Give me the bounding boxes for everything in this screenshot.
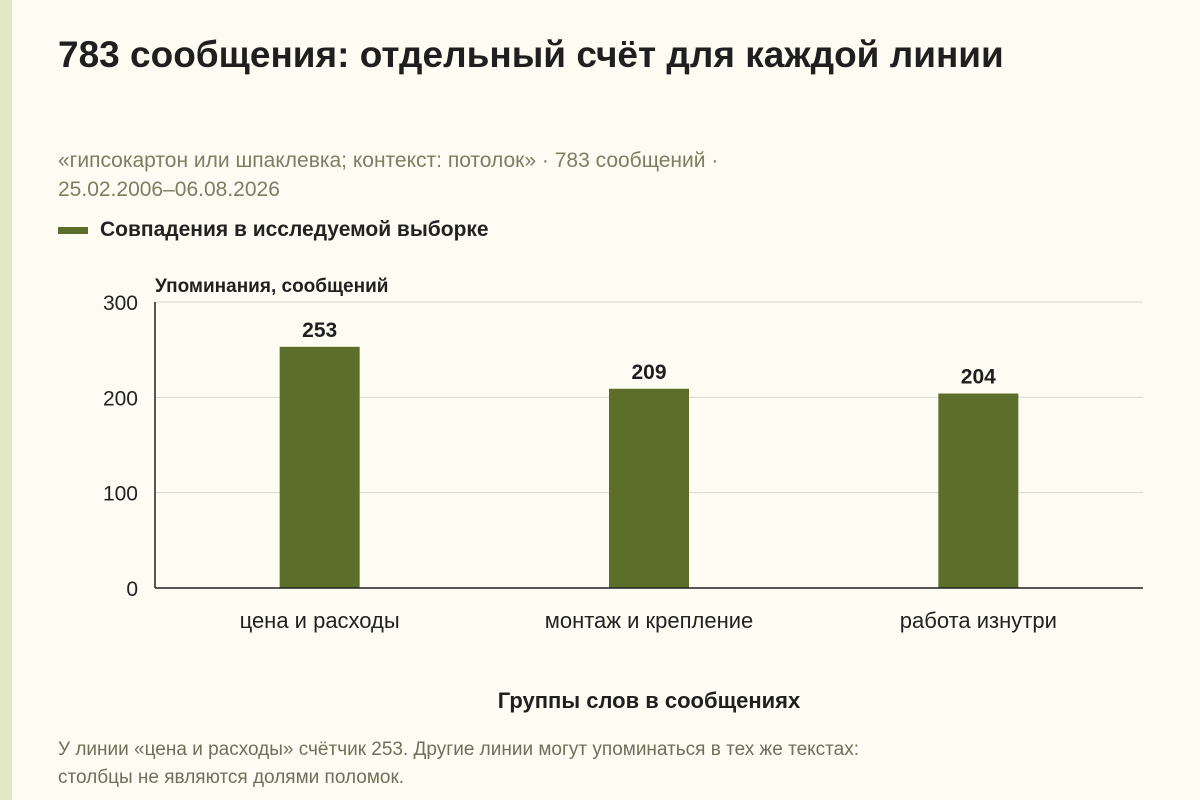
y-tick-label: 0 — [126, 578, 138, 601]
y-axis-title: Упоминания, сообщений — [155, 276, 388, 297]
footnote-line-2: столбцы не являются долями поломок. — [58, 767, 405, 788]
chart-title: 783 сообщения: отдельный счёт для каждой… — [58, 34, 1004, 75]
x-tick-label: монтаж и крепление — [545, 608, 754, 633]
bar — [938, 393, 1019, 588]
label-layer: 0 100 200 300 253 цена и расходы 209 монтаж и к… — [103, 292, 1057, 633]
footnote: У линии «цена и расходы» счётчик 253. Др… — [58, 736, 1058, 792]
accent-strip — [0, 0, 12, 800]
subtitle-line-dates: 25.02.2006–06.08.2026 — [58, 178, 280, 201]
bar — [609, 388, 689, 588]
bar — [279, 346, 360, 588]
bar-layer — [279, 346, 1019, 588]
bar-value-label: 204 — [961, 366, 996, 389]
y-tick-label: 300 — [103, 292, 138, 315]
legend-label: Совпадения в исследуемой выборке — [100, 218, 489, 241]
footnote-line-1: У линии «цена и расходы» счётчик 253. Др… — [58, 739, 860, 760]
x-tick-label: работа изнутри — [900, 608, 1057, 633]
legend: Совпадения в исследуемой выборке — [58, 218, 489, 242]
x-axis-title: Группы слов в сообщениях — [498, 688, 801, 713]
bar-value-label: 253 — [302, 319, 337, 342]
y-tick-label: 100 — [103, 483, 138, 506]
chart-subtitle: «гипсокартон или шпаклевка; контекст: по… — [58, 146, 938, 204]
bar-value-label: 209 — [631, 361, 666, 384]
legend-swatch — [58, 226, 88, 234]
x-tick-label: цена и расходы — [240, 608, 400, 633]
subtitle-line-query: «гипсокартон или шпаклевка; контекст: по… — [58, 149, 719, 172]
y-tick-label: 200 — [103, 387, 138, 410]
